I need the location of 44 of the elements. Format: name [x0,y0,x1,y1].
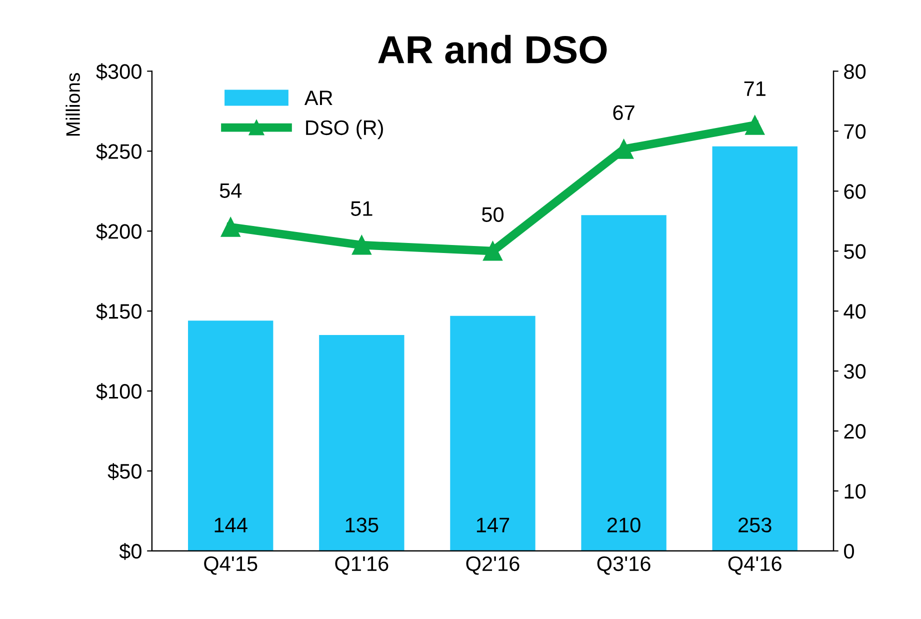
chart-title: AR and DSO [378,34,607,64]
bar [712,146,798,551]
data-label: 71 [744,82,766,96]
y2-tick-label: 0 [844,544,854,559]
point [745,115,765,135]
y-tick-label: $250 [96,143,142,160]
y2-tick-label: 70 [844,124,866,139]
y-tick-label: $150 [96,303,142,320]
y-tick-label: $0 [119,543,142,560]
y2-tick-label: 20 [844,424,866,439]
bar [188,320,274,551]
y-tick-label: $100 [96,383,142,400]
y2-tick-label: 10 [844,484,866,499]
legend-label: DSO (R) [306,120,383,140]
point [220,217,240,237]
y-axis-title: Millions [66,73,80,136]
y2-tick-label: 80 [844,64,866,79]
data-label: 147 [476,518,510,532]
y2-tick-label: 40 [844,304,866,319]
data-label: 144 [214,518,248,532]
data-label: 54 [220,183,242,198]
y-tick-label: $200 [96,223,142,240]
data-label: 50 [482,207,504,222]
bar [450,316,536,551]
x-tick-label: Q1'16 [335,556,388,575]
data-label: 253 [738,518,772,532]
data-label: 210 [607,518,640,532]
bar [319,335,404,551]
y2-tick-label: 30 [844,364,866,379]
data-label: 51 [350,201,372,216]
bar [581,215,666,551]
point [352,235,372,255]
point [483,241,502,261]
legend-label: AR [304,90,332,106]
x-tick-label: Q3'16 [597,556,650,575]
y2-tick-label: 50 [844,244,866,259]
data-label: 67 [613,105,634,120]
x-tick-label: Q4'16 [728,556,782,575]
y2-tick-label: 60 [844,184,866,199]
data-label: 135 [346,518,378,532]
y-tick-label: $300 [96,63,142,80]
x-tick-label: Q2'16 [466,556,520,575]
x-tick-label: Q4'15 [204,556,258,575]
y-tick-label: $50 [108,463,142,480]
